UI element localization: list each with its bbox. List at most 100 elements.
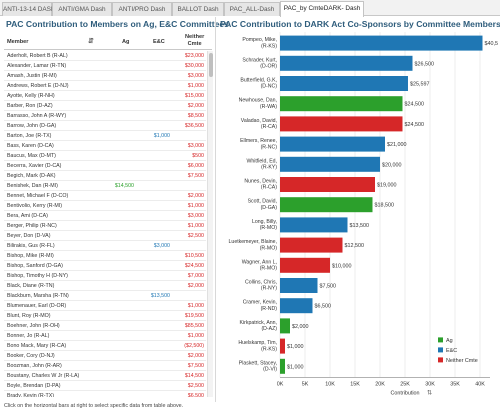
member-name-cell: Barton, Joe (R-TX): [7, 133, 52, 139]
table-scrollbar[interactable]: [207, 51, 213, 397]
category-label-9: Long, Billy, (R-MO): [252, 219, 277, 231]
table-row[interactable]: Aderholt, Robert B (R-AL) $23,000: [4, 51, 206, 61]
value-label-1: $26,500: [415, 61, 435, 67]
column-header-ag[interactable]: Ag: [122, 39, 130, 45]
member-name-cell: Beyer, Don (D-VA): [7, 233, 51, 239]
bar-14[interactable]: [280, 318, 290, 334]
table-row[interactable]: Blackburn, Marsha (R-TN) $13,500: [4, 291, 206, 301]
bar-3[interactable]: [280, 96, 403, 112]
table-row[interactable]: Bentivolio, Kerry (R-MI) $1,000: [4, 201, 206, 211]
bar-2[interactable]: [280, 76, 408, 91]
table-row[interactable]: Boehner, John (R-OH) $85,500: [4, 321, 206, 331]
table-row[interactable]: Boozman, John (R-AR) $7,500: [4, 361, 206, 371]
member-name-cell: Ayotte, Kelly (R-NH): [7, 93, 55, 99]
bar-15[interactable]: [280, 338, 285, 354]
neither-amount-cell: ($2,500): [184, 343, 204, 349]
bar-7[interactable]: [280, 177, 375, 192]
table-row[interactable]: Bilirakis, Gus (R-FL) $3,000: [4, 241, 206, 251]
table-row[interactable]: Amash, Justin (R-MI) $3,000: [4, 71, 206, 81]
member-name-cell: Boozman, John (R-AR): [7, 363, 62, 369]
table-row[interactable]: Barber, Ron (D-AZ) $2,000: [4, 101, 206, 111]
category-label-11: Wagner, Ann L, (R-MO): [242, 259, 278, 271]
table-row[interactable]: Black, Diane (R-TN) $2,000: [4, 281, 206, 291]
table-row[interactable]: Boustany, Charles W Jr (R-LA) $14,500: [4, 371, 206, 381]
member-name-cell: Boyle, Brendan (D-PA): [7, 383, 61, 389]
bar-1[interactable]: [280, 55, 413, 71]
table-row[interactable]: Baucus, Max (D-MT) $500: [4, 151, 206, 161]
column-header-ec[interactable]: E&C: [153, 39, 165, 45]
bar-13[interactable]: [280, 298, 313, 314]
table-row[interactable]: Boyle, Brendan (D-PA) $2,500: [4, 381, 206, 391]
table-row[interactable]: Brady, Kevin (R-TX) $6,500: [4, 391, 206, 397]
table-row[interactable]: Bera, Ami (D-CA) $3,000: [4, 211, 206, 221]
table-row[interactable]: Bishop, Mike (R-MI) $10,500: [4, 251, 206, 261]
member-name-cell: Barrow, John (D-GA): [7, 123, 57, 129]
tab-anti-gma-dash[interactable]: ANTI/GMA Dash: [52, 2, 112, 16]
committee-bar-chart: Pompeo, Mike,(R-KS) $40,500 Schrader, Kurt…: [229, 32, 499, 396]
bar-4[interactable]: [280, 116, 403, 132]
table-row[interactable]: Benishek, Dan (R-MI) $14,500: [4, 181, 206, 191]
bar-11[interactable]: [280, 257, 330, 273]
table-row[interactable]: Blunt, Roy (R-MO) $19,500: [4, 311, 206, 321]
table-row[interactable]: Bass, Karen (D-CA) $3,000: [4, 141, 206, 151]
bar-5[interactable]: [280, 136, 385, 152]
tab-anti-13-14-dash[interactable]: ANTI-13-14 DASH: [2, 2, 56, 16]
table-row[interactable]: Bonner, Jo (R-AL) $1,000: [4, 331, 206, 341]
table-header: Member ⇵ Ag E&C Neither Cmte: [4, 32, 212, 50]
table-row[interactable]: Bishop, Timothy H (D-NY) $7,000: [4, 271, 206, 281]
table-row[interactable]: Alexander, Lamar (R-TN) $30,000: [4, 61, 206, 71]
neither-amount-cell: $2,500: [187, 383, 204, 389]
table-row[interactable]: Begich, Mark (D-AK) $7,500: [4, 171, 206, 181]
tab-pac-all-dash[interactable]: PAC_ALL-Dash: [224, 2, 280, 16]
neither-amount-cell: $6,500: [187, 393, 204, 397]
category-label-10: Luetkemeyer, Blaine, (R-MO): [229, 239, 278, 251]
bar-8[interactable]: [280, 197, 373, 213]
member-name-cell: Bishop, Mike (R-MI): [7, 253, 54, 259]
table-row[interactable]: Andrews, Robert E (D-NJ) $1,000: [4, 81, 206, 91]
value-label-4: $24,500: [405, 122, 425, 128]
table-row[interactable]: Bono Mack, Mary (R-CA) ($2,500): [4, 341, 206, 351]
member-name-cell: Bentivolio, Kerry (R-MI): [7, 203, 63, 209]
table-row[interactable]: Bishop, Sanford (D-GA) $24,500: [4, 261, 206, 271]
legend-label-2: Neither Cmte: [446, 358, 478, 364]
tab-pac-by-cmte-dark-dash[interactable]: PAC_by CmteDARK- Dash: [280, 1, 364, 17]
table-row[interactable]: Beyer, Don (D-VA) $2,500: [4, 231, 206, 241]
legend-swatch-1: [438, 347, 443, 353]
value-label-10: $12,500: [345, 243, 365, 249]
table-row[interactable]: Barrow, John (D-GA) $36,500: [4, 121, 206, 131]
table-row[interactable]: Berger, Philip (R-NC) $1,000: [4, 221, 206, 231]
bar-9[interactable]: [280, 217, 348, 233]
column-header-neither[interactable]: Neither Cmte: [185, 34, 205, 47]
bar-16[interactable]: [280, 358, 285, 374]
member-name-cell: Benishek, Dan (R-MI): [7, 183, 58, 189]
table-row[interactable]: Becerra, Xavier (D-CA) $6,000: [4, 161, 206, 171]
table-row[interactable]: Blumenauer, Earl (D-OR) $1,000: [4, 301, 206, 311]
sort-icon[interactable]: ⇵: [88, 38, 94, 45]
table-row[interactable]: Barton, Joe (R-TX) $1,000: [4, 131, 206, 141]
scrollbar-thumb[interactable]: [209, 53, 213, 77]
column-header-member[interactable]: Member: [7, 39, 29, 45]
member-name-cell: Amash, Justin (R-MI): [7, 73, 57, 79]
legend-swatch-2: [438, 357, 443, 363]
bar-10[interactable]: [280, 237, 343, 253]
bar-6[interactable]: [280, 156, 380, 172]
bar-12[interactable]: [280, 278, 318, 293]
tab-ballot-dash[interactable]: BALLOT Dash: [172, 2, 224, 16]
value-label-0: $40,500: [485, 41, 499, 47]
member-name-cell: Andrews, Robert E (D-NJ): [7, 83, 69, 89]
x-tick-label-6: 30K: [425, 381, 435, 387]
tab-anti-pro-dash[interactable]: ANTI/PRO Dash: [112, 2, 172, 16]
member-name-cell: Alexander, Lamar (R-TN): [7, 63, 67, 69]
neither-amount-cell: $36,500: [184, 123, 204, 129]
x-axis-sort-icon[interactable]: ⇅: [427, 390, 432, 396]
table-row[interactable]: Ayotte, Kelly (R-NH) $15,000: [4, 91, 206, 101]
table-row[interactable]: Booker, Cory (D-NJ) $2,000: [4, 351, 206, 361]
member-name-cell: Blackburn, Marsha (R-TN): [7, 293, 69, 299]
table-row[interactable]: Barrasso, John A (R-WY) $8,500: [4, 111, 206, 121]
bar-0[interactable]: [280, 35, 483, 51]
value-label-6: $20,000: [382, 162, 402, 168]
neither-amount-cell: $7,000: [187, 273, 204, 279]
x-tick-label-7: 35K: [450, 381, 460, 387]
table-row[interactable]: Bennet, Michael F (D-CO) $2,000: [4, 191, 206, 201]
x-tick-label-3: 15K: [350, 381, 360, 387]
